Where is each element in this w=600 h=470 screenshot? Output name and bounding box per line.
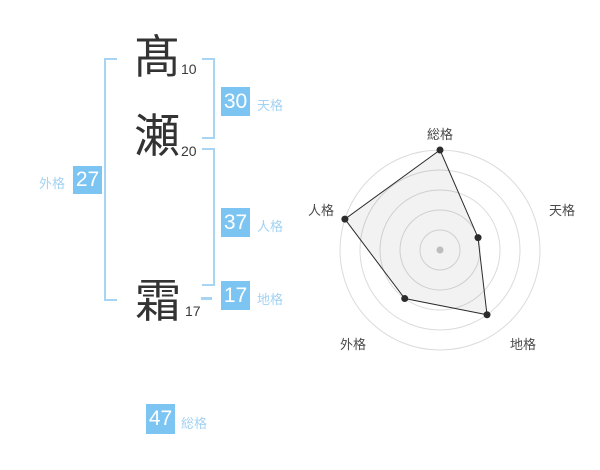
gaikaku-label: 外格 [38,176,65,191]
jinkaku-value-badge: 37 [221,208,250,237]
radar-axis-label-soukaku: 総格 [426,127,453,142]
tenkaku-value-badge: 30 [221,87,250,116]
surname-character-2: 瀬 [134,109,180,163]
given-name-character: 霜 [135,274,181,328]
jinkaku-label: 人格 [257,219,284,234]
radar-axis-label-chikaku: 地格 [509,337,536,352]
radar-axis-label-tenkaku: 天格 [548,203,575,218]
chikaku-value-badge: 17 [221,281,250,310]
tenkaku-bracket [202,58,215,139]
surname-character-2-stroke-count: 20 [181,143,197,159]
gaikaku-bracket [104,58,117,301]
given-name-character-stroke-count: 17 [185,303,201,319]
radar-axis-label-gaikaku: 外格 [339,337,366,352]
chikaku-label: 地格 [257,292,284,307]
gaikaku-value-badge: 27 [73,166,102,194]
soukaku-label: 総格 [181,416,208,431]
surname-character-1: 髙 [134,30,180,84]
soukaku-value-badge: 47 [146,404,175,434]
radar-chart [339,146,541,351]
jinkaku-bracket [202,148,215,286]
tenkaku-label: 天格 [257,98,284,113]
chikaku-bracket [201,297,212,300]
radar-axis-label-jinkaku: 人格 [307,203,334,218]
surname-character-1-stroke-count: 10 [181,61,197,77]
